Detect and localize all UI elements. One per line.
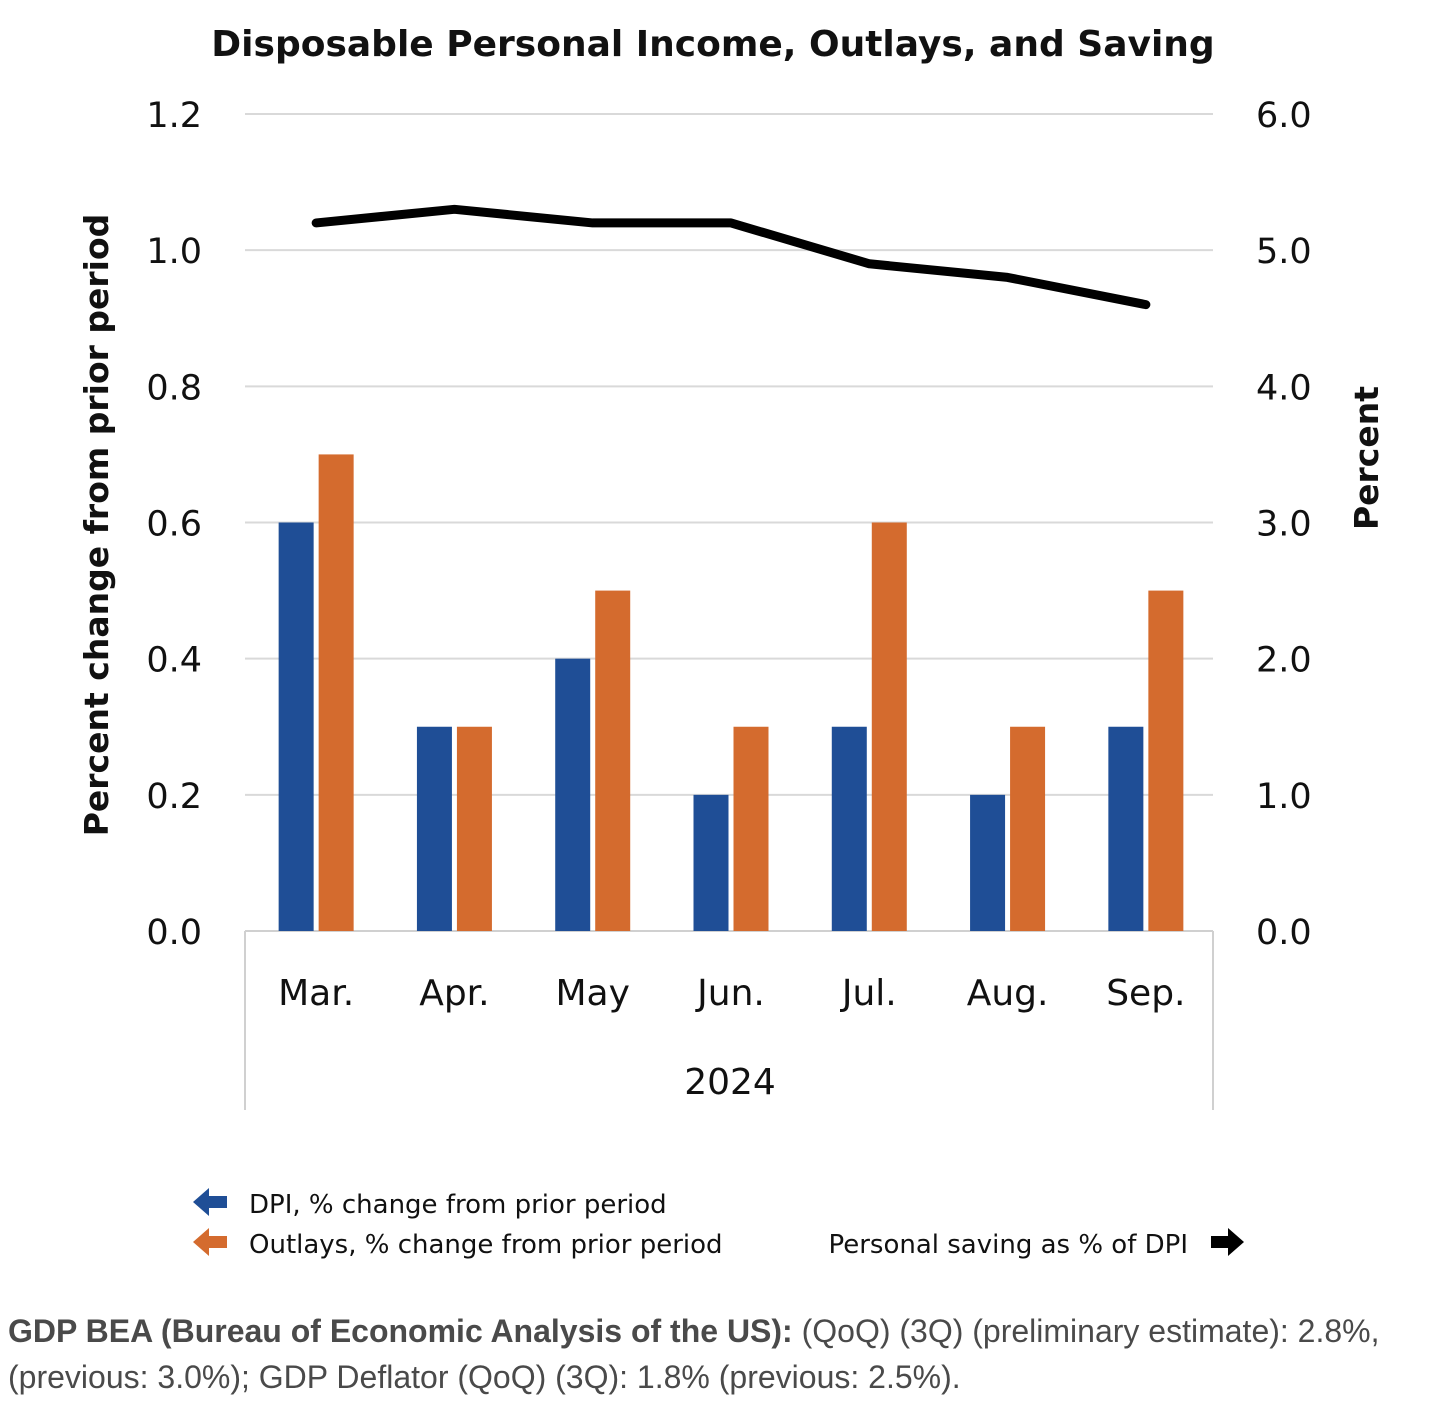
legend-label-dpi: DPI, % change from prior period xyxy=(249,1190,667,1220)
category-label: May xyxy=(555,973,629,1014)
caption-text: (QoQ) (3Q) (preliminary estimate): 2.8%,… xyxy=(8,1313,1380,1395)
saving-line xyxy=(311,204,1151,310)
left-arrow-icon xyxy=(193,1228,227,1256)
chart: Disposable Personal Income, Outlays, and… xyxy=(77,24,1386,1260)
saving-line-path xyxy=(311,204,1151,310)
right-axis-ticks: 0.0 1.0 2.0 3.0 4.0 5.0 6.0 xyxy=(1256,96,1312,953)
right-tick-label: 0.0 xyxy=(1256,913,1312,953)
bar-outlays xyxy=(595,590,631,931)
legend-item-outlays: Outlays, % change from prior period xyxy=(193,1228,723,1260)
left-tick-label: 1.0 xyxy=(146,232,202,272)
right-tick-label: 6.0 xyxy=(1256,96,1312,136)
chart-title: Disposable Personal Income, Outlays, and… xyxy=(211,24,1214,65)
bar-dpi xyxy=(831,726,867,931)
right-arrow-icon xyxy=(1211,1228,1244,1256)
right-axis-label: Percent xyxy=(1347,386,1386,530)
legend: DPI, % change from prior period Outlays,… xyxy=(193,1188,1244,1260)
bars xyxy=(278,454,1184,931)
category-label: Jun. xyxy=(695,973,765,1014)
right-tick-label: 2.0 xyxy=(1256,641,1312,681)
category-label: Aug. xyxy=(967,973,1049,1014)
bar-outlays xyxy=(1148,590,1184,931)
left-arrow-icon xyxy=(193,1188,227,1216)
legend-item-dpi: DPI, % change from prior period xyxy=(193,1188,667,1220)
legend-label-outlays: Outlays, % change from prior period xyxy=(249,1230,723,1260)
caption: GDP BEA (Bureau of Economic Analysis of … xyxy=(8,1308,1438,1400)
legend-item-saving: Personal saving as % of DPI xyxy=(828,1228,1244,1260)
left-tick-label: 0.0 xyxy=(146,913,202,953)
gridlines xyxy=(245,113,1213,796)
bar-outlays xyxy=(456,726,492,931)
left-tick-label: 0.8 xyxy=(146,368,202,408)
right-tick-label: 3.0 xyxy=(1256,505,1312,545)
bar-dpi xyxy=(970,794,1006,931)
category-label: Mar. xyxy=(278,973,354,1014)
category-axis-frame xyxy=(244,930,1214,1110)
year-label: 2024 xyxy=(684,1062,776,1103)
category-label: Apr. xyxy=(419,973,489,1014)
bar-outlays xyxy=(1010,726,1046,931)
bar-dpi xyxy=(555,658,591,931)
category-label: Sep. xyxy=(1106,973,1185,1014)
caption-bold: GDP BEA (Bureau of Economic Analysis of … xyxy=(8,1313,793,1349)
bar-outlays xyxy=(733,726,769,931)
bar-dpi xyxy=(693,794,729,931)
bar-dpi xyxy=(416,726,452,931)
left-tick-label: 0.6 xyxy=(146,505,202,545)
left-axis-ticks: 0.0 0.2 0.4 0.6 0.8 1.0 1.2 xyxy=(146,96,202,953)
left-tick-label: 0.4 xyxy=(146,641,202,681)
left-axis-label: Percent change from prior period xyxy=(77,214,116,837)
left-tick-label: 0.2 xyxy=(146,777,202,817)
bar-dpi xyxy=(278,522,314,931)
left-tick-label: 1.2 xyxy=(146,96,202,136)
right-tick-label: 1.0 xyxy=(1256,777,1312,817)
bar-outlays xyxy=(871,522,907,931)
bar-outlays xyxy=(318,454,354,931)
right-tick-label: 4.0 xyxy=(1256,368,1312,408)
legend-label-saving: Personal saving as % of DPI xyxy=(828,1230,1188,1260)
bar-dpi xyxy=(1108,726,1144,931)
category-labels: Mar. Apr. May Jun. Jul. Aug. Sep. xyxy=(278,973,1185,1014)
right-tick-label: 5.0 xyxy=(1256,232,1312,272)
category-label: Jul. xyxy=(840,973,897,1014)
